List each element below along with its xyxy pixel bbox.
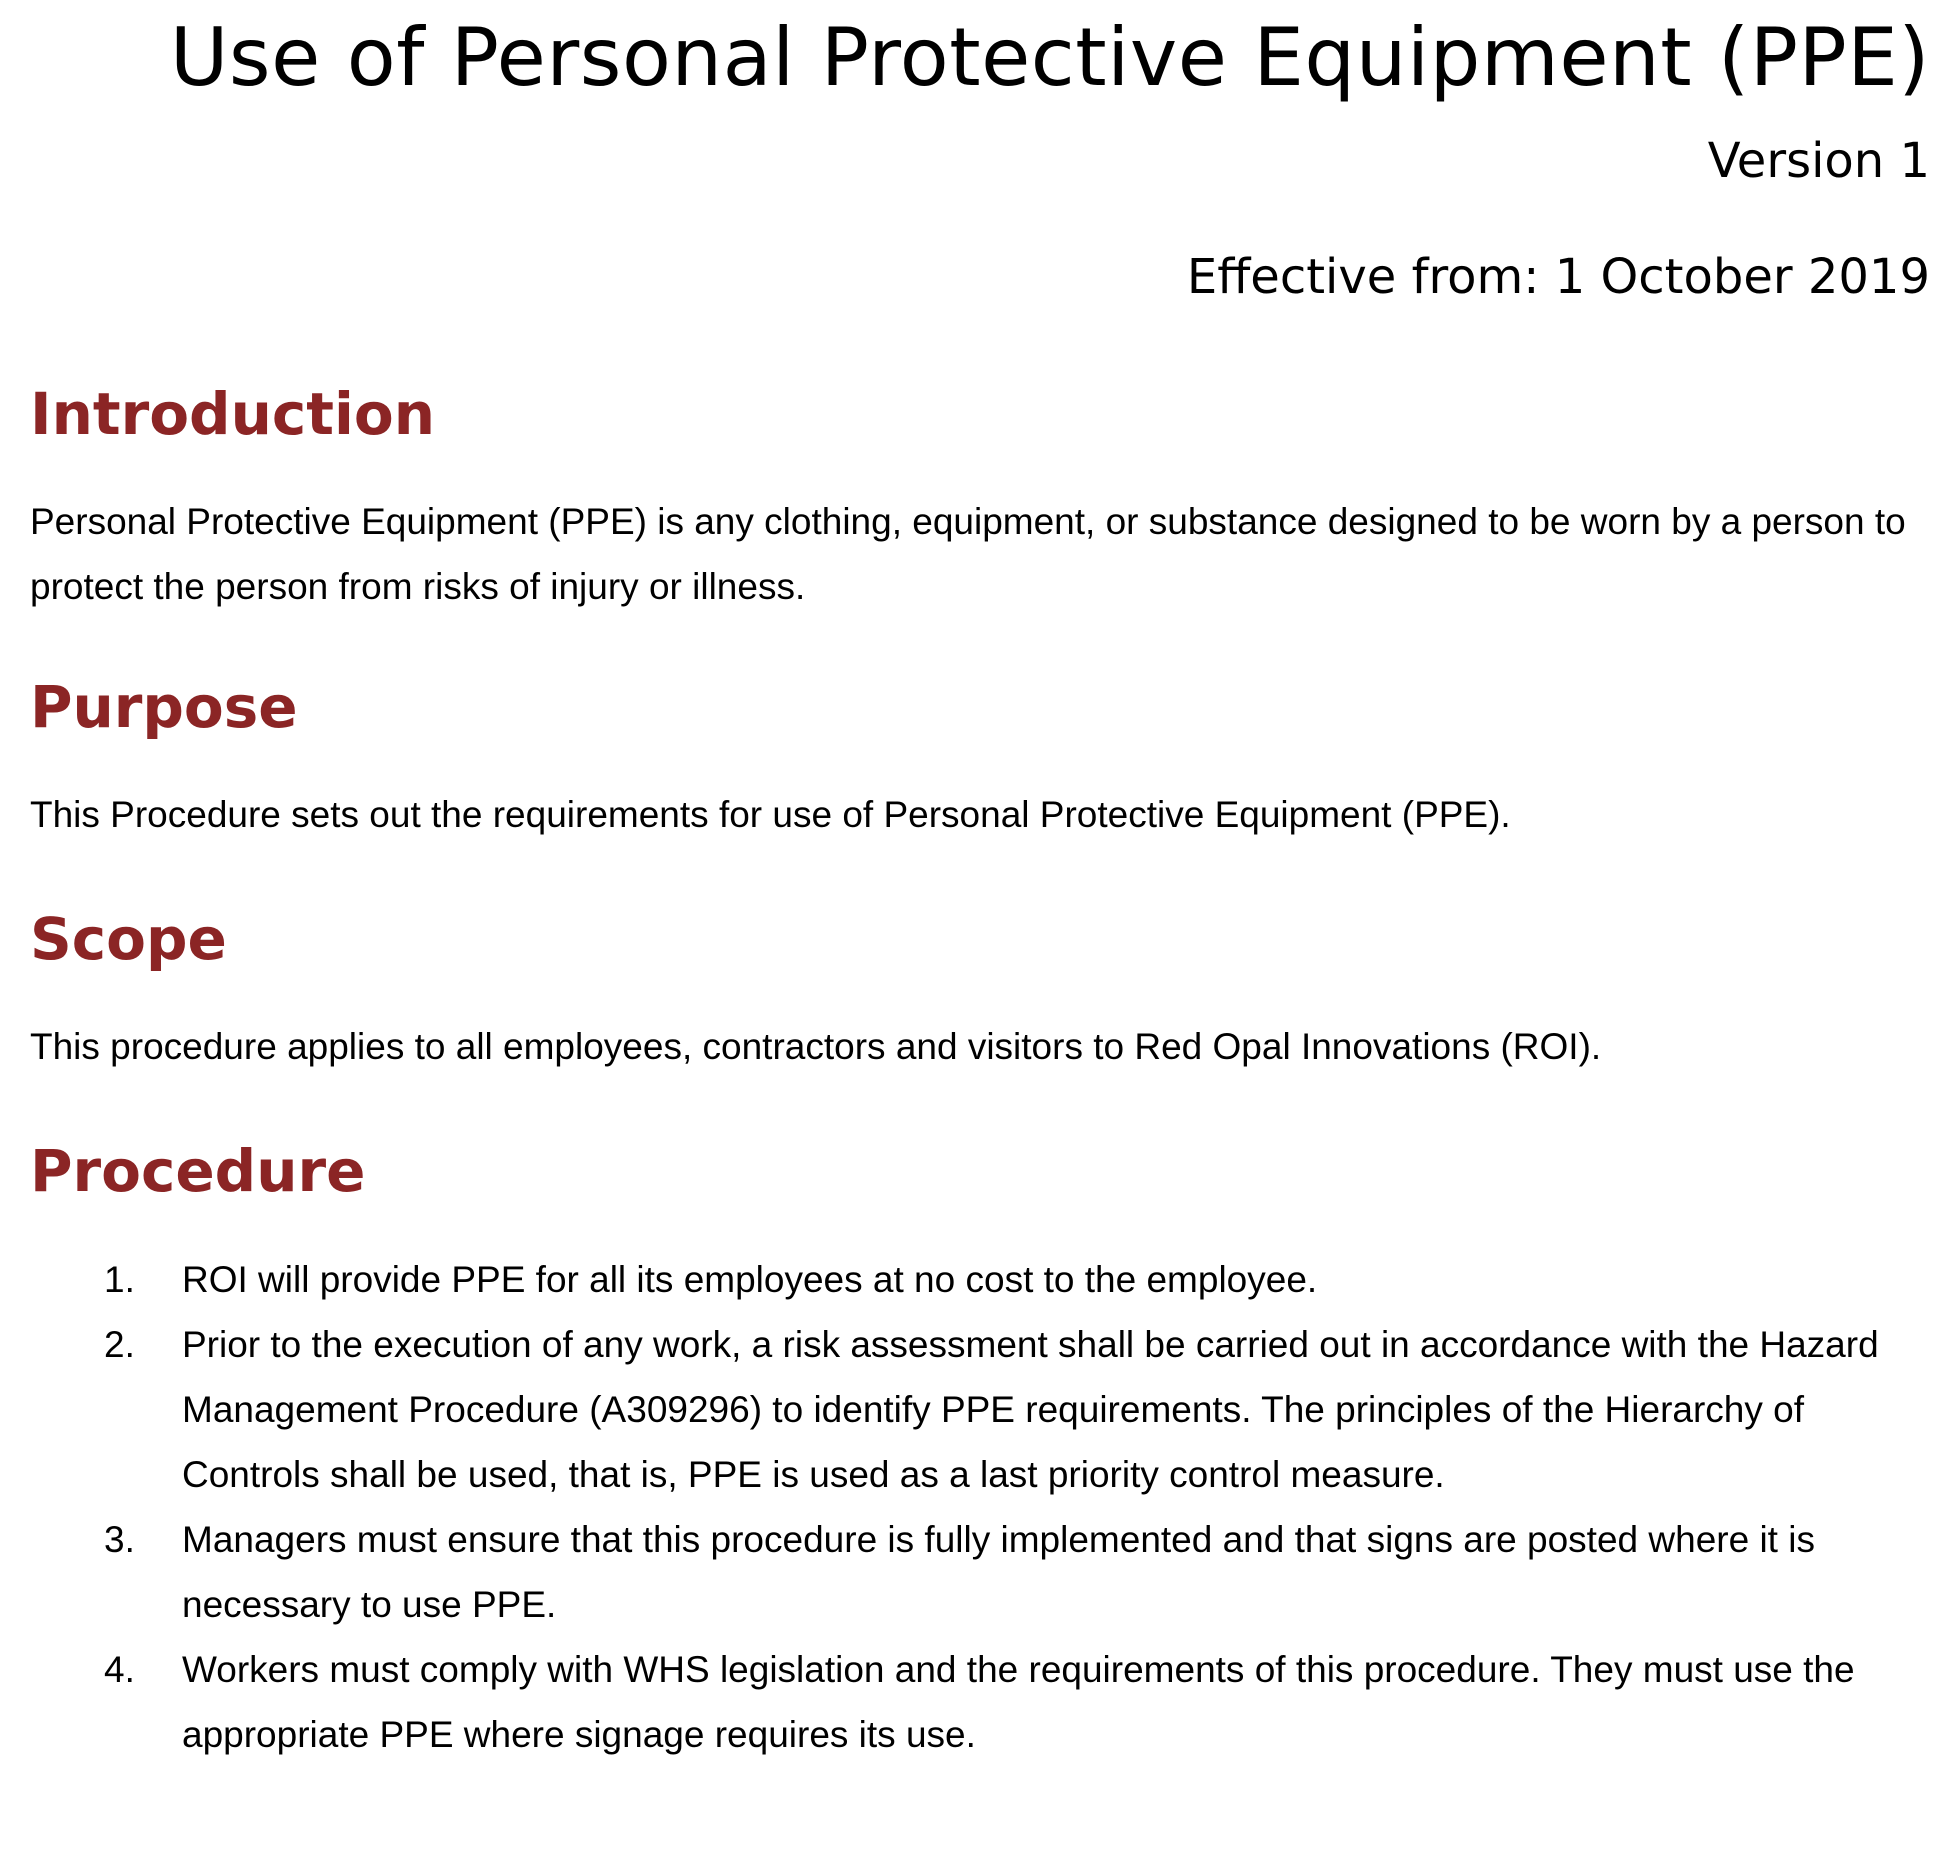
item-number: 2. — [104, 1324, 135, 1365]
procedure-heading: Procedure — [30, 1137, 366, 1205]
item-number: 3. — [104, 1519, 135, 1560]
item-text: Managers must ensure that this procedure… — [182, 1519, 1815, 1625]
procedure-item: 1. ROI will provide PPE for all its empl… — [30, 1247, 1942, 1312]
purpose-text: This Procedure sets out the requirements… — [30, 794, 1511, 835]
procedure-item: 2. Prior to the execution of any work, a… — [30, 1312, 1942, 1507]
scope-text: This procedure applies to all employees,… — [30, 1026, 1602, 1067]
introduction-text: Personal Protective Equipment (PPE) is a… — [30, 501, 1906, 607]
introduction-heading: Introduction — [30, 380, 435, 448]
item-text: ROI will provide PPE for all its employe… — [182, 1259, 1318, 1300]
effective-date: Effective from: 1 October 2019 — [1186, 249, 1930, 305]
procedure-item: 4. Workers must comply with WHS legislat… — [30, 1637, 1942, 1767]
item-number: 4. — [104, 1649, 135, 1690]
procedure-item: 3. Managers must ensure that this proced… — [30, 1507, 1942, 1637]
item-text: Workers must comply with WHS legislation… — [182, 1649, 1855, 1755]
scope-heading: Scope — [30, 905, 227, 973]
procedure-list: 1. ROI will provide PPE for all its empl… — [30, 1247, 1930, 1767]
document-title: Use of Personal Protective Equipment (PP… — [169, 11, 1930, 104]
document-version: Version 1 — [1707, 133, 1930, 189]
item-number: 1. — [104, 1259, 135, 1300]
item-text: Prior to the execution of any work, a ri… — [182, 1324, 1879, 1495]
purpose-heading: Purpose — [30, 673, 298, 741]
